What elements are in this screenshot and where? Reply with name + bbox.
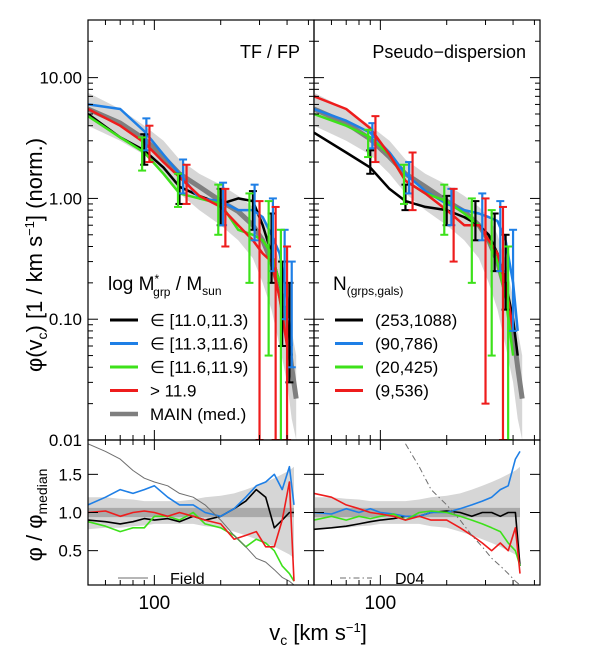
panel-bottom-right: 100 — [313, 439, 541, 614]
legend-label: MAIN (med.) — [150, 405, 246, 424]
panels: 10.00 1.00 0.10 0.01 0.5 1.0 1.5 100 100 — [39, 19, 541, 614]
series-line — [314, 450, 521, 518]
panel-top-left: 10.00 1.00 0.10 0.01 — [39, 19, 315, 450]
legend-label: (9,536) — [375, 382, 429, 401]
d04-legend-label: D04 — [395, 571, 424, 588]
y-tick-label: 10.00 — [39, 69, 82, 88]
y-tick-label: 0.10 — [49, 310, 82, 329]
y-tick-label: 1.00 — [49, 189, 82, 208]
y-axis-label-top: φ(vc) [1 / km s−1] (norm.) — [22, 138, 50, 372]
legend-label: (253,1088) — [375, 311, 457, 330]
legend-label: > 11.9 — [150, 382, 196, 401]
legend-right: (253,1088) (90,786) (20,425) (9,536) — [335, 311, 457, 401]
legend-label: ∈ [11.6,11.9) — [150, 358, 248, 377]
series-line — [88, 481, 295, 582]
median-line-band — [88, 507, 294, 518]
field-legend-label: Field — [170, 571, 205, 588]
legend-label: (90,786) — [375, 335, 438, 354]
panel-right-title: Pseudo−dispersion — [372, 42, 526, 62]
panel-left-title: TF / FP — [240, 42, 300, 62]
legend-left-header: log M* grp / Msun — [108, 272, 222, 299]
median-band — [314, 92, 523, 440]
y-tick-label: 1.5 — [58, 465, 82, 484]
series-line — [405, 443, 521, 585]
legend-right-header: N(grps,gals) — [333, 274, 403, 298]
x-tick-label: 100 — [139, 593, 171, 614]
x-tick-label: 100 — [365, 593, 397, 614]
legend-label: (20,425) — [375, 358, 438, 377]
legend-label: ∈ [11.0,11.3) — [150, 311, 248, 330]
panel-top-right — [313, 19, 541, 441]
series-line — [314, 492, 521, 574]
legend-left: ∈ [11.0,11.3) ∈ [11.3,11.6) ∈ [11.6,11.9) >… — [110, 311, 248, 424]
series-line — [88, 511, 295, 582]
y-tick-label: 0.5 — [58, 542, 82, 561]
panel-frame — [313, 19, 541, 441]
y-axis-label-bottom: φ / φmedian — [22, 469, 50, 562]
x-axis-label: vc [km s−1] — [269, 620, 367, 648]
y-tick-label: 0.01 — [49, 431, 82, 450]
series-line — [314, 510, 521, 567]
median-band — [88, 92, 297, 440]
series-line — [88, 443, 295, 585]
legend-label: ∈ [11.3,11.6) — [150, 335, 248, 354]
y-tick-label: 1.0 — [58, 504, 82, 523]
series-line — [88, 465, 295, 518]
